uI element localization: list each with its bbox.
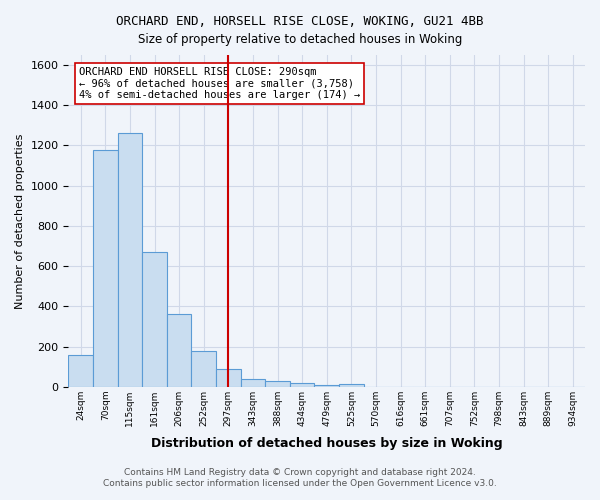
Text: Contains HM Land Registry data © Crown copyright and database right 2024.
Contai: Contains HM Land Registry data © Crown c… — [103, 468, 497, 487]
Text: Size of property relative to detached houses in Woking: Size of property relative to detached ho… — [138, 32, 462, 46]
X-axis label: Distribution of detached houses by size in Woking: Distribution of detached houses by size … — [151, 437, 503, 450]
Y-axis label: Number of detached properties: Number of detached properties — [15, 133, 25, 308]
Bar — [167, 314, 191, 386]
Text: ORCHARD END HORSELL RISE CLOSE: 290sqm
← 96% of detached houses are smaller (3,7: ORCHARD END HORSELL RISE CLOSE: 290sqm ←… — [79, 67, 360, 100]
Bar — [142, 252, 167, 386]
Bar — [265, 380, 290, 386]
Bar — [314, 384, 339, 386]
Bar — [241, 378, 265, 386]
Bar — [339, 384, 364, 386]
Bar — [68, 354, 93, 386]
Bar — [93, 150, 118, 386]
Bar — [216, 368, 241, 386]
Bar — [191, 350, 216, 386]
Bar — [118, 134, 142, 386]
Bar — [290, 382, 314, 386]
Text: ORCHARD END, HORSELL RISE CLOSE, WOKING, GU21 4BB: ORCHARD END, HORSELL RISE CLOSE, WOKING,… — [116, 15, 484, 28]
